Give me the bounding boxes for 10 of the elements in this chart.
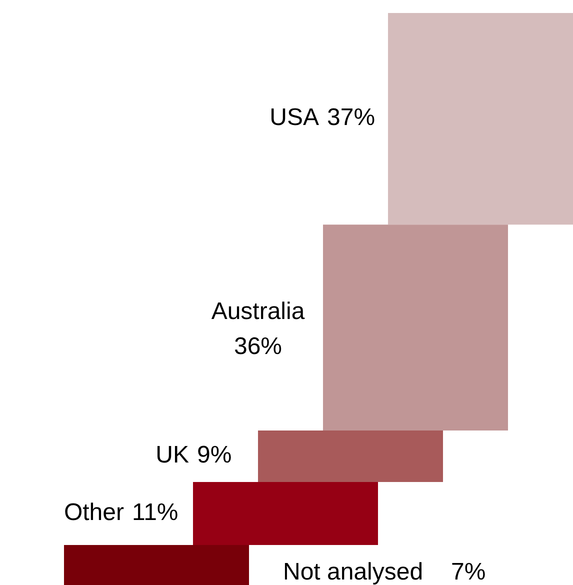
data-label: 7% [451, 558, 486, 585]
data-label: 37% [327, 104, 376, 132]
category-label: UK [156, 442, 189, 469]
category-label: USA [270, 104, 319, 132]
data-label: 11% [132, 498, 178, 526]
data-label: 9% [197, 442, 232, 469]
category-label: Other [64, 498, 124, 526]
category-label: Australia [211, 298, 306, 325]
category-label: Not analysed [283, 558, 424, 585]
data-label: 36% [234, 332, 282, 360]
